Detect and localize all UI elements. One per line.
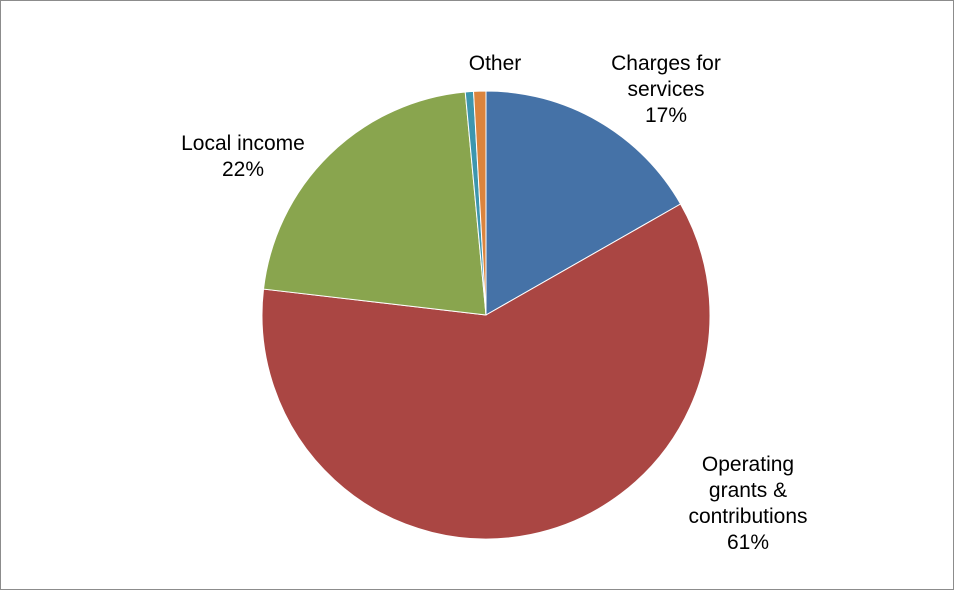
pie-slice-4	[473, 90, 487, 316]
pie-slices	[261, 90, 711, 540]
slice-label-line: Local income	[181, 132, 305, 155]
slice-label-line: 22%	[222, 158, 264, 181]
slice-label-line: grants &	[709, 479, 787, 502]
slice-label-2: Local income 22%	[181, 132, 305, 181]
pie-slice-0	[485, 90, 682, 316]
pie-chart: Charges for services 17% Operating grants & c…	[181, 52, 807, 554]
slice-label-line: Charges for	[611, 52, 721, 75]
slice-label-4: Other	[469, 52, 522, 75]
slice-label-0: Charges for services 17%	[611, 52, 721, 127]
slice-label-line: 61%	[727, 531, 769, 554]
pie-slice-1	[261, 203, 711, 540]
slice-label-line: Other	[469, 52, 522, 75]
slice-label-1: Operating grants & contributions 61%	[688, 453, 807, 554]
pie-labels: Charges for services 17% Operating grants & c…	[181, 52, 807, 554]
slice-label-line: Operating	[702, 453, 794, 476]
slice-label-line: 17%	[645, 104, 687, 127]
pie-slice-2	[262, 91, 487, 316]
slice-label-line: contributions	[688, 505, 807, 528]
slice-label-line: services	[627, 78, 704, 101]
